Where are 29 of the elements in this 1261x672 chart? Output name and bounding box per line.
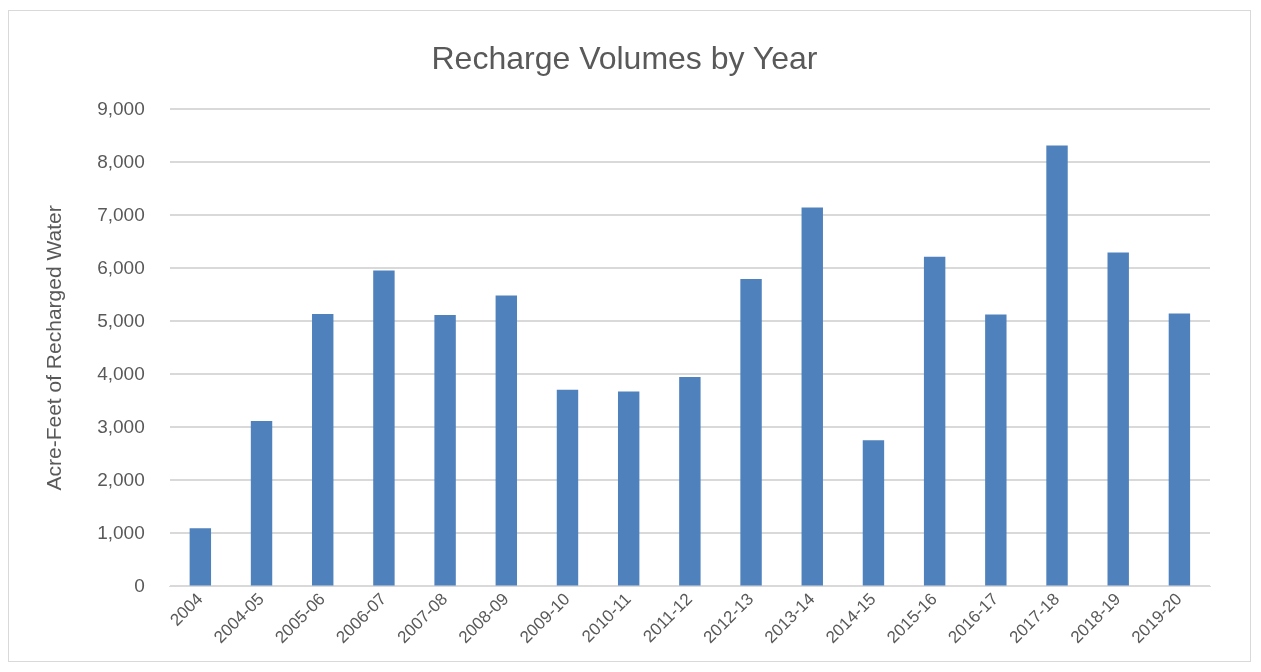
y-tick-label: 2,000: [97, 468, 145, 490]
bar: [250, 421, 273, 586]
bar: [312, 314, 334, 586]
bar: [1168, 313, 1191, 586]
y-tick-label: 8,000: [97, 150, 145, 172]
bar: [1046, 145, 1068, 586]
bar: [434, 315, 456, 586]
bar: [801, 207, 823, 586]
bar: [1107, 252, 1129, 586]
bar: [189, 528, 212, 586]
chart-title: Recharge Volumes by Year: [431, 40, 818, 77]
y-tick-label: 9,000: [97, 97, 145, 119]
bar: [985, 314, 1007, 586]
bar: [679, 377, 701, 586]
bar: [862, 440, 885, 586]
bar: [923, 256, 946, 586]
y-tick-label: 7,000: [97, 203, 145, 225]
y-tick-label: 6,000: [97, 256, 145, 278]
y-tick-label: 4,000: [97, 362, 145, 384]
bar: [373, 270, 395, 586]
bar: [617, 391, 640, 586]
y-tick-label: 3,000: [97, 415, 145, 437]
bar: [495, 295, 518, 586]
y-tick-label: 0: [134, 574, 145, 596]
y-tick-label: 5,000: [97, 309, 145, 331]
y-tick-label: 1,000: [97, 521, 145, 543]
bar: [740, 279, 762, 586]
y-axis-title: Acre-Feet of Recharged Water: [42, 205, 66, 491]
bar: [556, 389, 579, 586]
